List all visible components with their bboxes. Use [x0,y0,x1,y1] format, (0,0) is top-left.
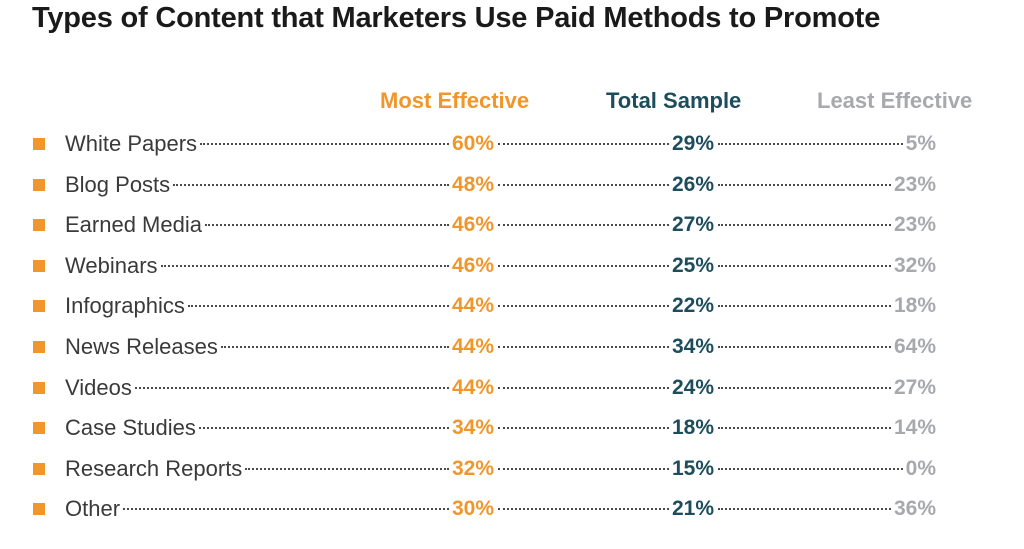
bullet-icon [33,341,45,353]
leader-label-to-most [161,264,449,267]
most-effective-value: 44% [451,335,494,358]
bullet-icon [33,422,45,435]
leader-total-to-least [718,305,891,308]
row-label: Earned Media [65,212,202,238]
row-label: Videos [65,374,132,400]
bullet-icon [33,381,45,394]
row-label: News Releases [65,334,218,359]
most-effective-value: 48% [451,172,494,196]
leader-total-to-least [718,183,891,186]
least-effective-value: 36% [893,497,936,521]
table-row: Videos 44% 24% 27% [0,370,1024,410]
chart-title: Types of Content that Marketers Use Paid… [32,2,881,34]
row-label: Case Studies [65,415,196,441]
leader-label-to-most [200,143,449,145]
table-row: Other 30% 21% 36% [0,491,1024,531]
leader-most-to-total [498,467,669,470]
leader-total-to-least [718,386,891,389]
least-effective-value: 14% [893,416,936,440]
leader-most-to-total [498,305,669,308]
leader-most-to-total [498,386,669,389]
leader-label-to-most [245,467,449,470]
row-label: White Papers [65,131,198,156]
leader-label-to-most [123,508,449,511]
leader-most-to-total [498,224,669,227]
leader-label-to-most [199,427,449,430]
total-sample-value: 24% [671,375,714,399]
bullet-icon [33,300,45,313]
column-header-total-sample: Total Sample [606,88,742,113]
row-label: Other [65,496,121,522]
leader-most-to-total [498,183,669,186]
leader-most-to-total [498,264,669,267]
total-sample-value: 22% [671,294,714,318]
total-sample-value: 27% [671,213,714,237]
total-sample-value: 15% [671,456,714,480]
table-row: Webinars 46% 25% 32% [0,248,1024,288]
least-effective-value: 23% [893,213,936,237]
table-row: Infographics 44% 22% 18% [0,288,1024,328]
leader-label-to-most [188,305,449,308]
leader-total-to-least [718,508,891,511]
most-effective-value: 46% [451,253,494,277]
row-label: Infographics [65,293,185,319]
least-effective-value: 64% [893,335,936,358]
most-effective-value: 34% [451,416,494,440]
bullet-icon [33,178,45,191]
total-sample-value: 29% [671,132,714,155]
least-effective-value: 5% [905,132,936,155]
most-effective-value: 60% [451,132,494,155]
column-header-most-effective: Most Effective [380,88,530,113]
most-effective-value: 44% [451,294,494,318]
leader-total-to-least [718,427,891,430]
leader-most-to-total [498,346,669,348]
most-effective-value: 30% [451,497,494,521]
bullet-icon [33,503,45,516]
table-row: White Papers 60% 29% 5% [0,126,1024,166]
leader-most-to-total [498,143,669,145]
bullet-icon [33,138,45,150]
least-effective-value: 32% [893,253,936,277]
least-effective-value: 27% [893,375,936,399]
bullet-icon [33,219,45,232]
bullet-icon [33,259,45,272]
column-header-least-effective: Least Effective [817,88,973,113]
least-effective-value: 23% [893,172,936,196]
row-label: Webinars [65,252,158,278]
leader-total-to-least [718,467,903,470]
most-effective-value: 32% [451,456,494,480]
bullet-icon [33,462,45,475]
leader-total-to-least [718,143,903,145]
leader-label-to-most [205,224,449,227]
row-label: Blog Posts [65,171,171,197]
leader-total-to-least [718,346,891,348]
least-effective-value: 0% [905,456,936,480]
leader-total-to-least [718,224,891,227]
table-row: Blog Posts 48% 26% 23% [0,167,1024,207]
total-sample-value: 21% [671,497,714,521]
leader-label-to-most [173,183,449,186]
most-effective-value: 44% [451,375,494,399]
leader-total-to-least [718,264,891,267]
total-sample-value: 25% [671,253,714,277]
total-sample-value: 18% [671,416,714,440]
most-effective-value: 46% [451,213,494,237]
total-sample-value: 34% [671,335,714,358]
table-row: Earned Media 46% 27% 23% [0,207,1024,247]
least-effective-value: 18% [893,294,936,318]
row-label: Research Reports [65,455,243,481]
total-sample-value: 26% [671,172,714,196]
leader-most-to-total [498,427,669,430]
table-row: News Releases 44% 34% 64% [0,329,1024,369]
table-row: Case Studies 34% 18% 14% [0,410,1024,450]
leader-most-to-total [498,508,669,511]
leader-label-to-most [221,346,449,348]
table-row: Research Reports 32% 15% 0% [0,451,1024,491]
leader-label-to-most [135,386,449,389]
